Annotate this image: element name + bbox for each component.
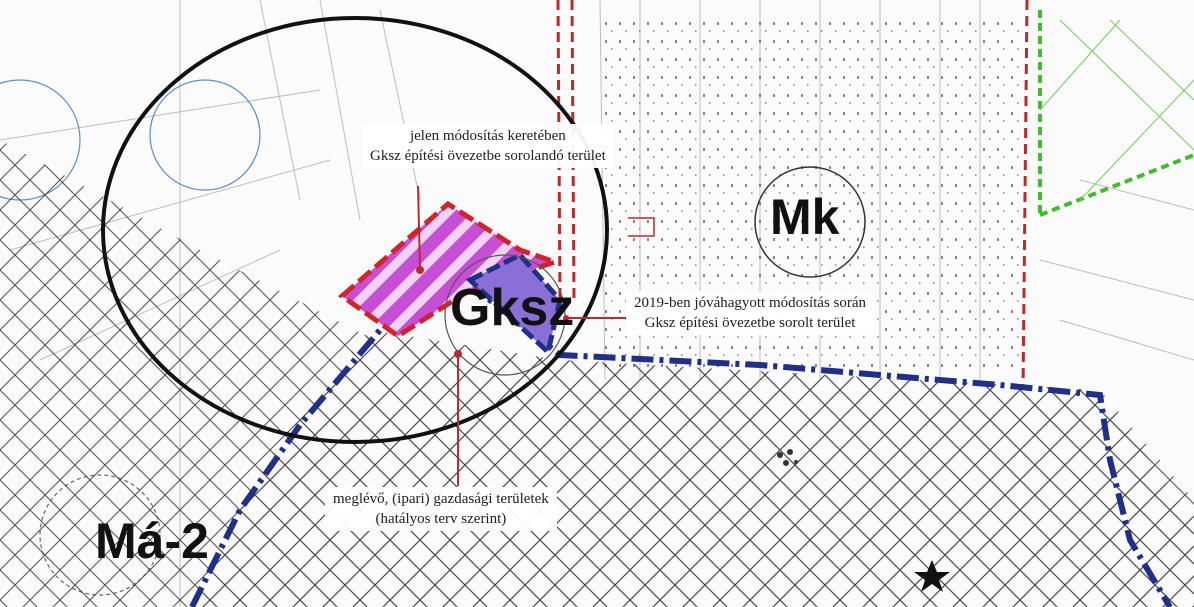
pointer-lines (417, 185, 626, 486)
callout-approved-2019: 2019-ben jóváhagyott módosítás során Gks… (626, 291, 875, 335)
callout-new-line1: jelen módosítás keretében (409, 128, 566, 144)
gksz-circle (444, 254, 566, 376)
star-marker-icon (914, 560, 950, 592)
mk-circle (754, 166, 866, 278)
highlight-circle (101, 16, 609, 444)
callout-existing-industrial: meglévő, (ipari) gazdasági területek (ha… (325, 487, 557, 531)
existing-industrial-area-center (190, 330, 1194, 607)
green-zone (1038, 10, 1194, 217)
pointer-dots (416, 266, 569, 358)
callout-existing-line1: meglévő, (ipari) gazdasági területek (333, 491, 549, 507)
small-red-marker (628, 217, 655, 237)
green-thin-lines (1039, 19, 1194, 201)
approved-2019-area (465, 251, 563, 357)
zone-label-ma2: Má-2 (95, 513, 209, 569)
zone-label-gksz: Gksz (450, 279, 575, 337)
callout-2019-line1: 2019-ben jóváhagyott módosítás során (634, 295, 867, 311)
new-gksz-area (337, 200, 563, 340)
admin-boundary-line (189, 261, 1173, 607)
dotted-symbol-icon (777, 449, 798, 466)
callout-2019-line2: Gksz építési övezetbe sorolt terület (644, 315, 856, 331)
callout-existing-line2: (hatályos terv szerint) (375, 511, 507, 527)
zone-label-mk: Mk (770, 189, 840, 245)
callout-new-area: jelen módosítás keretében Gksz építési ö… (362, 124, 614, 168)
callout-new-line2: Gksz építési övezetbe sorolandó terület (370, 148, 606, 164)
